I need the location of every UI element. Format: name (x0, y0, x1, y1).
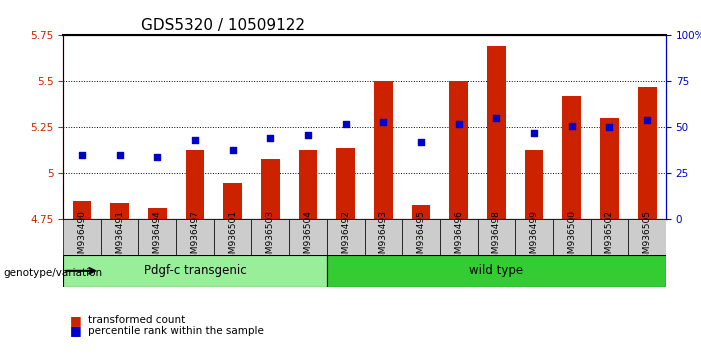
Point (566, 123, 578, 129)
Point (227, 147, 238, 152)
Point (416, 139, 427, 145)
Point (529, 130, 540, 136)
Text: ■: ■ (70, 314, 82, 327)
Text: transformed count: transformed count (88, 315, 185, 325)
Text: GSM936491: GSM936491 (115, 210, 124, 265)
FancyBboxPatch shape (214, 219, 252, 255)
Text: Pdgf-c transgenic: Pdgf-c transgenic (144, 264, 246, 277)
Point (491, 115, 502, 121)
Text: genotype/variation: genotype/variation (4, 268, 102, 278)
Point (641, 117, 653, 123)
Point (76, 152, 88, 158)
Bar (562, 96, 581, 219)
Bar (72, 201, 91, 219)
Text: GSM936494: GSM936494 (153, 210, 162, 264)
Text: ■: ■ (70, 325, 82, 337)
FancyBboxPatch shape (515, 219, 553, 255)
Text: GSM936503: GSM936503 (266, 210, 275, 265)
FancyBboxPatch shape (440, 219, 477, 255)
Bar (374, 81, 393, 219)
Text: GSM936504: GSM936504 (304, 210, 313, 265)
FancyBboxPatch shape (289, 219, 327, 255)
Bar (411, 205, 430, 219)
FancyBboxPatch shape (365, 219, 402, 255)
FancyBboxPatch shape (252, 219, 289, 255)
FancyBboxPatch shape (402, 219, 440, 255)
FancyBboxPatch shape (553, 219, 590, 255)
Text: GSM936501: GSM936501 (228, 210, 237, 265)
Point (151, 154, 163, 160)
FancyBboxPatch shape (63, 219, 101, 255)
Text: GSM936490: GSM936490 (77, 210, 86, 265)
Bar (299, 149, 318, 219)
Text: GSM936500: GSM936500 (567, 210, 576, 265)
Text: GSM936497: GSM936497 (191, 210, 200, 265)
Text: percentile rank within the sample: percentile rank within the sample (88, 326, 264, 336)
Text: GSM936496: GSM936496 (454, 210, 463, 265)
Point (604, 125, 615, 130)
FancyBboxPatch shape (176, 219, 214, 255)
FancyBboxPatch shape (327, 255, 666, 287)
Point (189, 137, 200, 143)
Text: GSM936495: GSM936495 (416, 210, 426, 265)
Point (340, 121, 351, 127)
FancyBboxPatch shape (63, 255, 327, 287)
Text: GSM936493: GSM936493 (379, 210, 388, 265)
Text: GSM936492: GSM936492 (341, 210, 350, 264)
Bar (600, 118, 619, 219)
Bar (449, 81, 468, 219)
Bar (110, 203, 129, 219)
Point (378, 119, 389, 125)
FancyBboxPatch shape (477, 219, 515, 255)
Text: GSM936502: GSM936502 (605, 210, 614, 265)
Bar (186, 149, 205, 219)
FancyBboxPatch shape (138, 219, 176, 255)
Bar (261, 159, 280, 219)
Text: GSM936505: GSM936505 (643, 210, 652, 265)
FancyBboxPatch shape (628, 219, 666, 255)
Text: GDS5320 / 10509122: GDS5320 / 10509122 (142, 18, 306, 33)
Bar (336, 148, 355, 219)
Bar (524, 149, 543, 219)
Point (114, 152, 125, 158)
Bar (148, 209, 167, 219)
Bar (223, 183, 242, 219)
Point (265, 136, 276, 141)
FancyBboxPatch shape (101, 219, 138, 255)
Text: GSM936498: GSM936498 (492, 210, 501, 265)
FancyBboxPatch shape (590, 219, 628, 255)
Text: GSM936499: GSM936499 (529, 210, 538, 265)
Point (302, 132, 313, 138)
Text: wild type: wild type (470, 264, 524, 277)
Point (453, 121, 464, 127)
Bar (638, 87, 657, 219)
FancyBboxPatch shape (327, 219, 365, 255)
Bar (487, 46, 506, 219)
